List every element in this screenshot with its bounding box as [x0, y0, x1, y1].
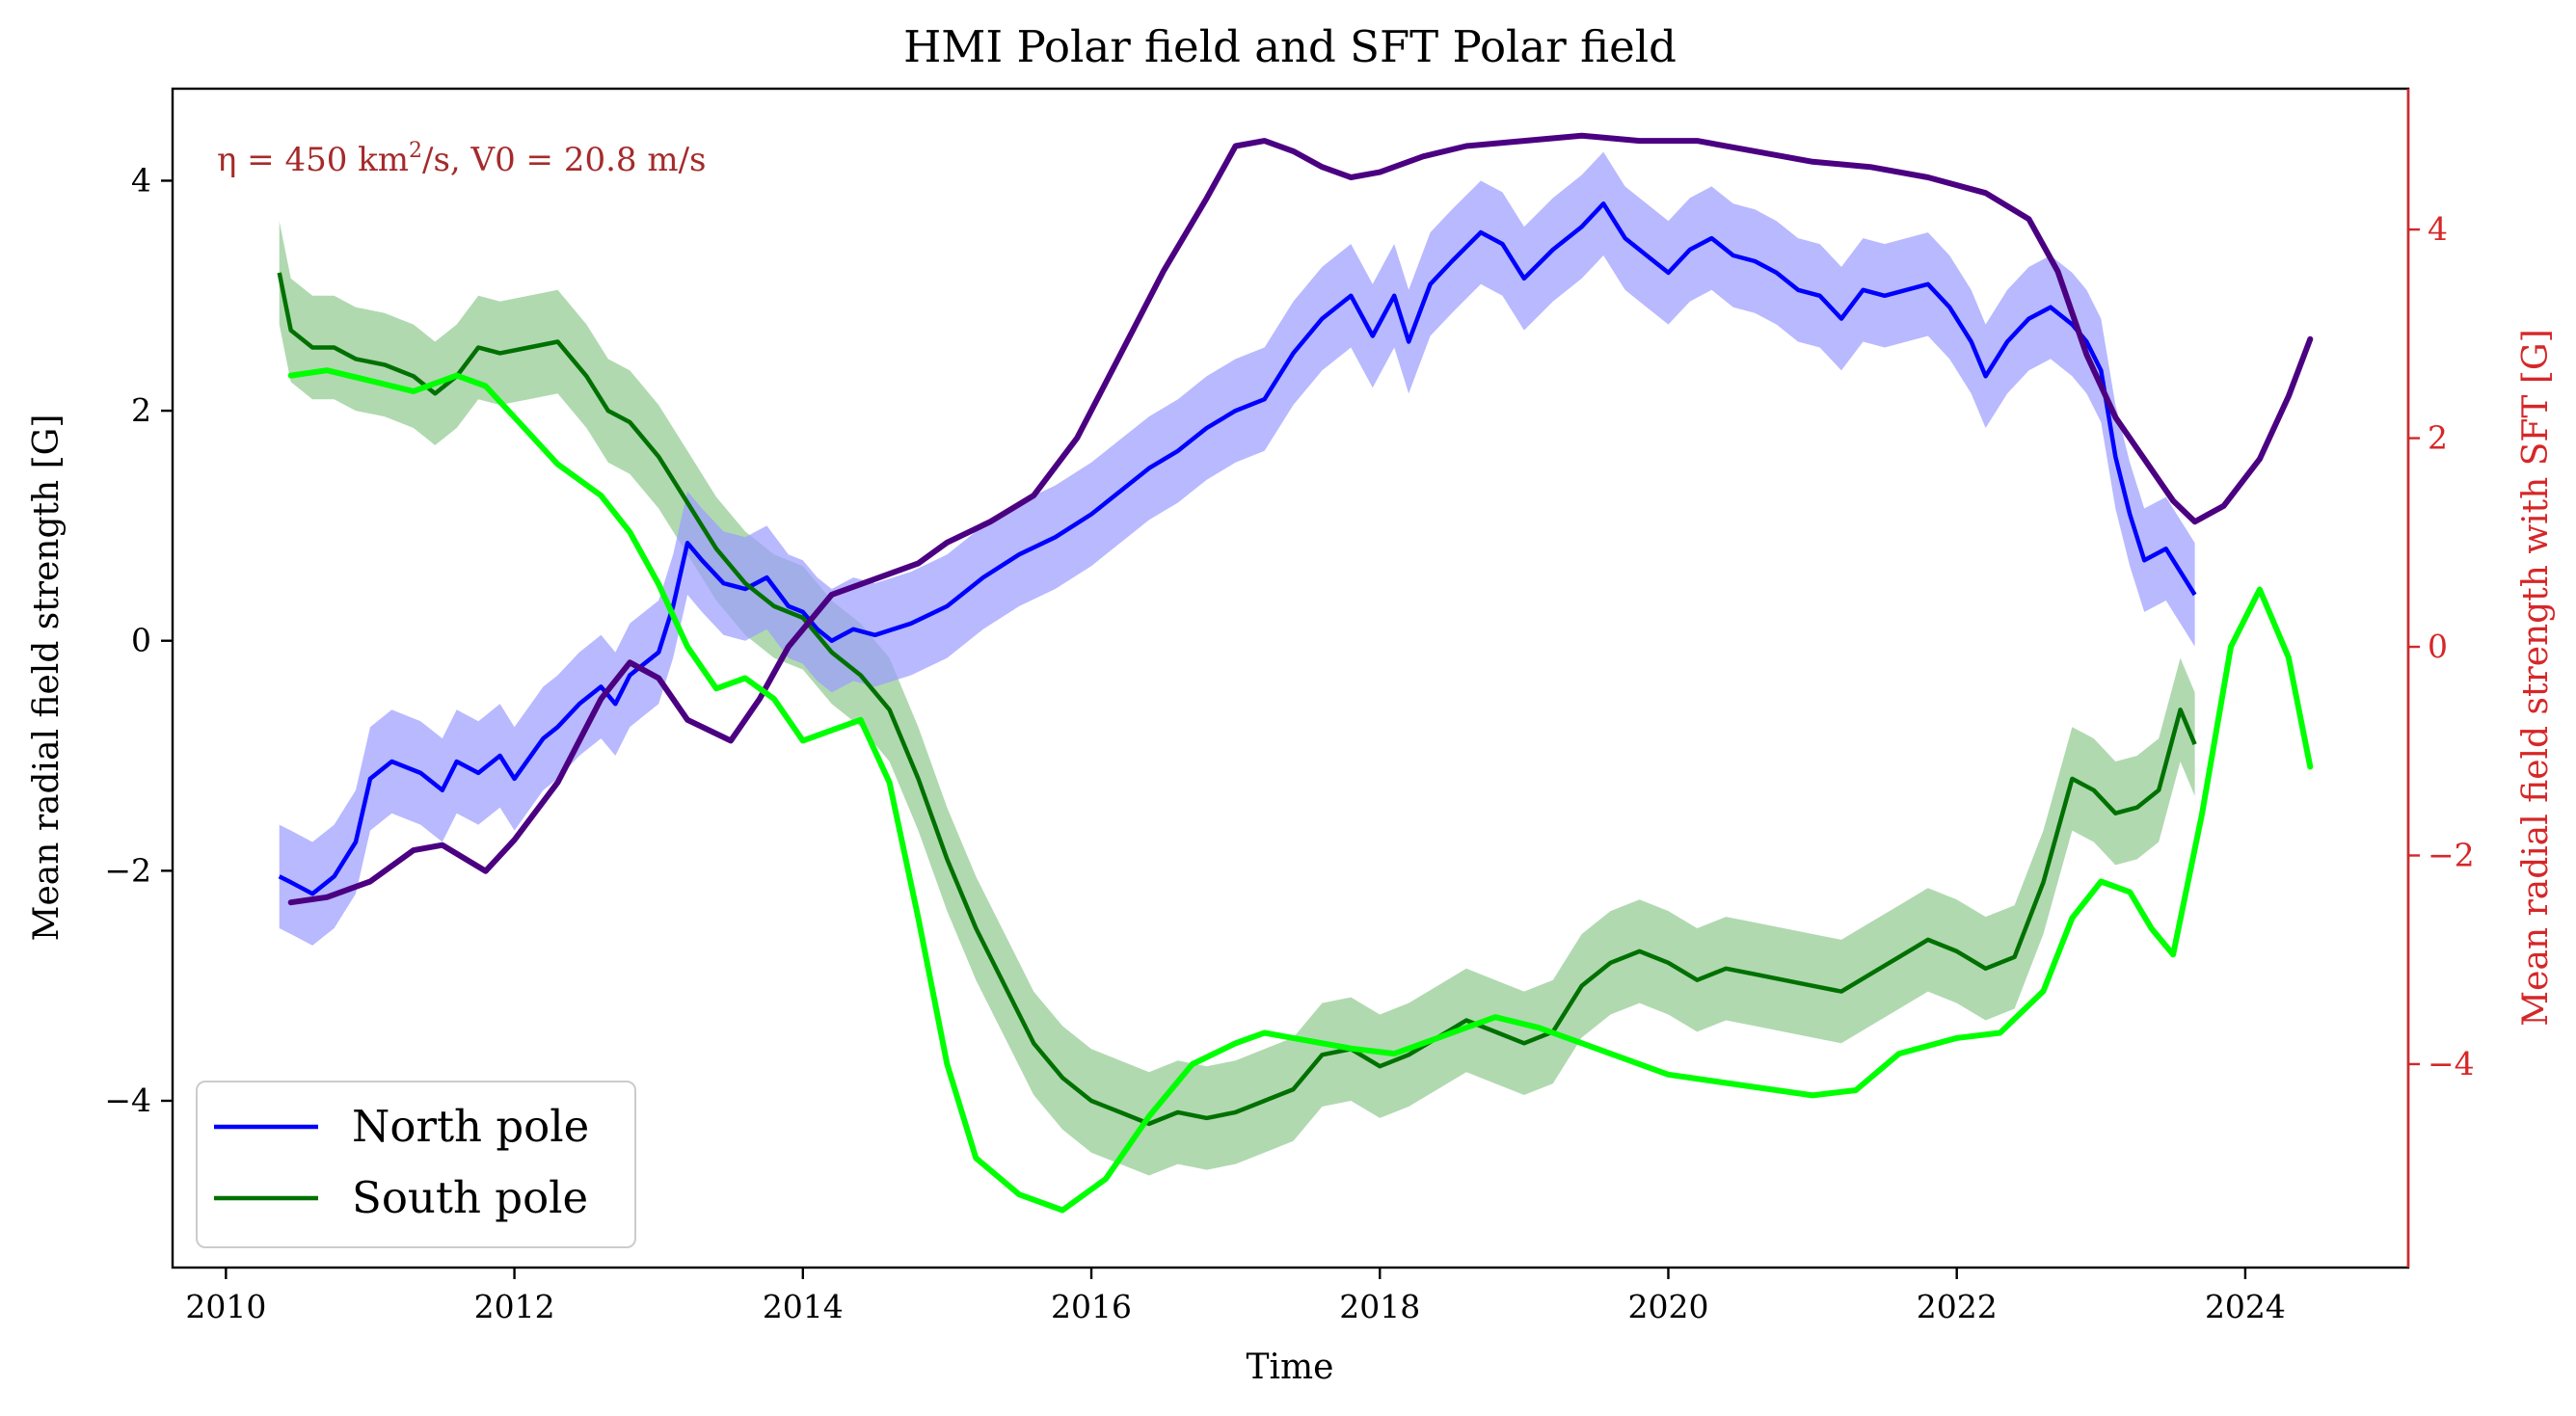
legend-label-south: South pole	[352, 1172, 588, 1223]
x-tick-label: 2022	[1917, 1288, 1998, 1325]
annotation-superscript: 2	[409, 139, 422, 163]
y-tick-label-left: 4	[131, 161, 151, 199]
legend: North pole South pole	[196, 1081, 636, 1248]
x-axis-ticks: 2010 2012 2014 2016 2018 2020 2022 2024	[185, 1268, 2286, 1325]
x-tick-label: 2010	[185, 1288, 266, 1325]
y-tick-label-left: −4	[104, 1082, 151, 1119]
y-tick-label-left: 2	[131, 391, 151, 429]
series-1-uncertainty-band	[279, 221, 2195, 1176]
x-axis-title: Time	[1247, 1348, 1334, 1387]
chart-title: HMI Polar field and SFT Polar field	[903, 21, 1677, 72]
y-tick-label-right: 4	[2428, 210, 2448, 248]
y-tick-label-left: 0	[131, 622, 151, 659]
legend-box	[196, 1081, 636, 1248]
y-tick-label-left: −2	[104, 851, 151, 889]
legend-label-north: North pole	[352, 1101, 589, 1152]
series-3-sft-line	[287, 367, 2314, 1214]
plot-area	[277, 132, 2314, 1214]
x-tick-label: 2020	[1627, 1288, 1708, 1325]
x-tick-label: 2024	[2205, 1288, 2286, 1325]
left-axis-ticks: −4 −2 0 2 4	[104, 161, 173, 1119]
series-0-line	[278, 201, 2197, 896]
parameter-annotation: η = 450 km2/s, V0 = 20.8 m/s	[217, 139, 707, 179]
right-axis-ticks: −4 −2 0 2 4	[2408, 210, 2475, 1082]
y-tick-label-right: −2	[2428, 836, 2475, 873]
y-axis-title-right: Mean radial field strength with SFT [G]	[2516, 329, 2556, 1026]
x-tick-label: 2018	[1339, 1288, 1420, 1325]
x-tick-label: 2012	[474, 1288, 555, 1325]
series-2-sft-line	[287, 132, 2314, 906]
series-1-line	[277, 272, 2197, 1127]
annotation-prefix: η = 450 km	[217, 141, 409, 179]
x-tick-label: 2014	[763, 1288, 844, 1325]
annotation-suffix: /s, V0 = 20.8 m/s	[422, 141, 706, 179]
y-tick-label-right: 0	[2428, 628, 2448, 665]
y-tick-label-right: 2	[2428, 419, 2448, 457]
y-tick-label-right: −4	[2428, 1045, 2475, 1082]
y-axis-title-left: Mean radial field strength [G]	[27, 414, 67, 942]
x-tick-label: 2016	[1051, 1288, 1132, 1325]
